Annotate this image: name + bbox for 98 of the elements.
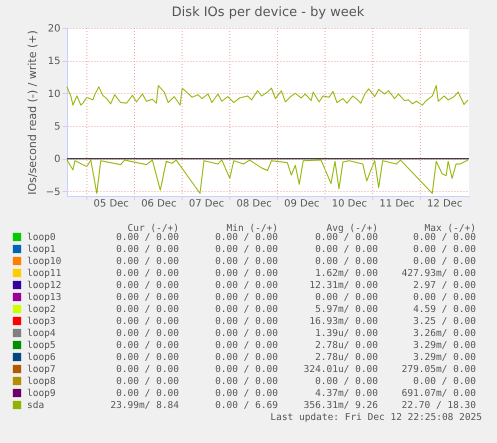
chart-title: Disk IOs per device - by week [172,5,365,20]
text: 0.00 / 0.00 [215,232,278,243]
text: Max (-/+) [424,223,476,234]
legend-label: loop0 [27,232,56,243]
text: 3.25 / 0.00 [413,316,476,327]
text: 0.00 / 0.00 [413,232,476,243]
text: 2.78u/ 0.00 [315,340,378,351]
text: 0.00 / 0.00 [116,340,180,351]
x-tick-label: 10 Dec [332,198,368,210]
text: 4.59 / 0.00 [413,304,476,315]
legend-label: loop4 [27,328,56,339]
text: 0.00 / 0.00 [315,232,378,243]
x-tick-label: 11 Dec [379,198,415,210]
x-tick-label: 05 Dec [94,198,129,210]
text: 0.00 / 0.00 [413,256,476,267]
text: 1.39u/ 0.00 [315,328,378,339]
text: 5.97m/ 0.00 [315,304,378,315]
text: 0.00 / 0.00 [116,328,180,339]
text: 0.00 / 0.00 [315,256,378,267]
text: 0.00 / 0.00 [215,244,278,255]
text: 0.00 / 0.00 [215,256,278,267]
legend-label: loop8 [27,376,56,387]
text: 0.00 / 0.00 [413,376,476,387]
text: 0.00 / 0.00 [116,292,180,303]
text: 3.26m/ 0.00 [413,328,476,339]
text: 2.97 / 0.00 [413,280,476,291]
text: 0.00 / 0.00 [116,304,180,315]
text: 0.00 / 0.00 [116,268,180,279]
text: 0.00 / 0.00 [215,376,278,387]
legend-label: loop2 [27,304,56,315]
text: 0.00 / 0.00 [315,244,378,255]
text: 691.07m/ 0.00 [402,388,476,399]
y-tick-label: −5 [46,186,60,198]
text: 0.00 / 0.00 [116,280,180,291]
legend-label: loop12 [27,280,62,291]
text: 0.00 / 0.00 [116,316,180,327]
y-tick-label: 20 [48,24,60,34]
text: 2.78u/ 0.00 [315,352,378,363]
text: 0.00 / 0.00 [215,352,278,363]
x-tick-label: 08 Dec [236,198,272,210]
text: Avg (-/+) [326,223,378,234]
text: 0.00 / 0.00 [215,268,278,279]
text: 0.00 / 0.00 [116,232,180,243]
text: 0.00 / 0.00 [116,244,180,255]
text: 0.00 / 0.00 [315,292,378,303]
text: 324.01u/ 0.00 [304,364,378,375]
text: 0.00 / 0.00 [116,364,180,375]
text: 0.00 / 0.00 [215,292,278,303]
text: 12.31m/ 0.00 [309,280,378,291]
legend-label: loop13 [27,292,62,303]
text: 0.00 / 0.00 [215,280,278,291]
text: 356.31m/ 9.26 [304,400,378,411]
text: 0.00 / 0.00 [215,364,278,375]
text: Cur (-/+) [128,223,179,234]
y-axis-title: IOs/second read (-) / write (+) [26,30,39,195]
x-tick-label: 07 Dec [188,198,224,210]
x-tick-label: 06 Dec [141,198,176,210]
text: 3.29m/ 0.00 [413,340,476,351]
legend-label: loop7 [27,364,56,375]
y-tick-label: 10 [48,88,60,100]
line-series [66,160,469,194]
y-tick-label: 5 [54,122,60,133]
text: 0.00 / 0.00 [215,388,278,399]
y-tick-label: 15 [48,56,60,68]
text: 3.29m/ 0.00 [413,352,476,363]
text: 279.05m/ 0.00 [402,364,476,375]
text: 0.00 / 0.00 [116,256,180,267]
text: 1.62m/ 0.00 [315,268,378,279]
text: 0.00 / 0.00 [215,340,278,351]
text: 0.00 / 0.00 [215,316,278,327]
line-series [66,85,469,106]
text: 0.00 / 6.69 [215,400,278,411]
legend-label: loop9 [27,388,56,399]
legend-label: loop3 [27,316,56,327]
legend-label: loop6 [27,352,56,363]
text: 23.99m/ 8.84 [110,400,180,411]
text: 4.37m/ 0.00 [315,388,378,399]
legend-label: loop5 [27,340,56,351]
legend-label: loop1 [27,244,56,255]
text: 0.00 / 0.00 [413,292,476,303]
legend-label: loop10 [27,256,62,267]
text: 0.00 / 0.00 [116,352,180,363]
text: 0.00 / 0.00 [413,244,476,255]
text: 16.93m/ 0.00 [309,316,378,327]
legend-label: loop11 [27,268,62,279]
text: 22.70 / 18.30 [402,400,476,411]
x-tick-label: 12 Dec [427,198,462,210]
text: 0.00 / 0.00 [215,328,278,339]
text: Last update: Fri Dec 12 22:25:08 2025 [270,412,482,423]
text: 0.00 / 0.00 [315,376,378,387]
y-tick-label: 0 [54,154,60,166]
text: 0.00 / 0.00 [116,376,180,387]
text: 0.00 / 0.00 [116,388,180,399]
x-tick-label: 09 Dec [284,198,320,210]
legend-label: sda [27,400,44,411]
text: 427.93m/ 0.00 [402,268,476,279]
text: 0.00 / 0.00 [215,304,278,315]
text: Min (-/+) [226,223,278,234]
